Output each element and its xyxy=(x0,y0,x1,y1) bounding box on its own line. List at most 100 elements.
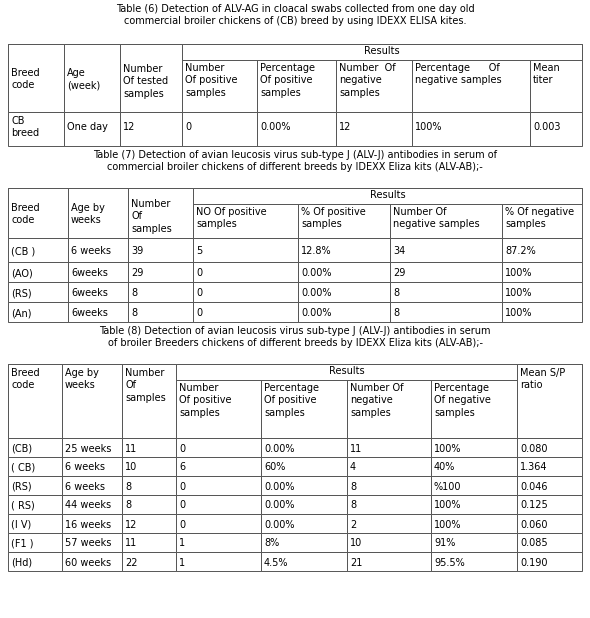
Bar xyxy=(122,457,176,476)
Text: Age
(week): Age (week) xyxy=(67,68,100,90)
Text: 8: 8 xyxy=(393,308,399,318)
Bar xyxy=(128,238,193,262)
Bar xyxy=(390,188,502,204)
Bar xyxy=(128,188,193,204)
Bar xyxy=(347,380,431,438)
Text: 0.00%: 0.00% xyxy=(260,122,290,132)
Bar xyxy=(261,533,347,552)
Bar xyxy=(412,44,530,60)
Bar xyxy=(502,302,582,322)
Bar xyxy=(120,44,182,60)
Bar xyxy=(517,364,582,438)
Bar xyxy=(8,514,62,533)
Text: Number Of
negative
samples: Number Of negative samples xyxy=(350,383,404,418)
Bar xyxy=(502,204,582,238)
Bar xyxy=(261,514,347,533)
Text: 100%: 100% xyxy=(505,308,533,318)
Bar xyxy=(347,457,431,476)
Text: 4: 4 xyxy=(350,462,356,473)
Text: 0.00%: 0.00% xyxy=(264,444,294,454)
Text: Breed
code: Breed code xyxy=(11,368,40,391)
Bar xyxy=(68,188,128,238)
Text: 0: 0 xyxy=(179,444,185,454)
Text: 8: 8 xyxy=(131,308,137,318)
Text: (RS): (RS) xyxy=(11,288,32,298)
Bar xyxy=(176,476,261,495)
Text: 0.046: 0.046 xyxy=(520,481,548,491)
Text: Mean
titer: Mean titer xyxy=(533,63,560,85)
Bar xyxy=(502,262,582,282)
Bar xyxy=(257,44,336,60)
Bar xyxy=(8,44,64,112)
Bar xyxy=(193,238,298,262)
Text: 100%: 100% xyxy=(434,520,461,530)
Bar xyxy=(8,438,62,457)
Text: 0: 0 xyxy=(179,520,185,530)
Bar xyxy=(431,476,517,495)
Bar xyxy=(182,60,257,112)
Text: (CB ): (CB ) xyxy=(11,246,35,256)
Bar xyxy=(298,302,390,322)
Bar xyxy=(390,282,502,302)
Bar xyxy=(8,552,62,571)
Text: 39: 39 xyxy=(131,246,143,256)
Text: (AO): (AO) xyxy=(11,268,33,278)
Text: 6weeks: 6weeks xyxy=(71,308,108,318)
Bar xyxy=(517,495,582,514)
Text: (RS): (RS) xyxy=(11,481,32,491)
Bar xyxy=(68,188,128,204)
Text: 0.003: 0.003 xyxy=(533,122,560,132)
Text: 0.00%: 0.00% xyxy=(264,481,294,491)
Bar xyxy=(176,438,261,457)
Bar xyxy=(412,112,530,146)
Bar xyxy=(517,457,582,476)
Bar xyxy=(8,533,62,552)
Text: 22: 22 xyxy=(125,557,137,567)
Bar xyxy=(502,238,582,262)
Text: 87.2%: 87.2% xyxy=(505,246,536,256)
Bar xyxy=(347,476,431,495)
Text: 0.125: 0.125 xyxy=(520,501,548,510)
Text: One day: One day xyxy=(67,122,108,132)
Bar xyxy=(298,204,390,238)
Bar xyxy=(431,380,517,438)
Text: 0.00%: 0.00% xyxy=(264,501,294,510)
Text: 4.5%: 4.5% xyxy=(264,557,289,567)
Bar xyxy=(298,262,390,282)
Bar xyxy=(517,476,582,495)
Text: 6: 6 xyxy=(179,462,185,473)
Bar xyxy=(176,514,261,533)
Bar xyxy=(128,282,193,302)
Text: Results: Results xyxy=(370,190,405,200)
Bar xyxy=(8,238,68,262)
Bar xyxy=(176,364,517,380)
Bar xyxy=(336,60,412,112)
Text: 0: 0 xyxy=(196,288,202,298)
Bar xyxy=(193,188,298,204)
Bar xyxy=(176,495,261,514)
Text: Mean S/P
ratio: Mean S/P ratio xyxy=(520,368,565,391)
Bar xyxy=(62,457,122,476)
Text: 60 weeks: 60 weeks xyxy=(65,557,111,567)
Bar xyxy=(347,495,431,514)
Text: 12: 12 xyxy=(339,122,352,132)
Bar xyxy=(68,204,128,238)
Bar xyxy=(347,364,431,380)
Text: 0.060: 0.060 xyxy=(520,520,548,530)
Bar xyxy=(62,364,122,380)
Bar xyxy=(298,188,390,204)
Bar xyxy=(120,112,182,146)
Text: 0.085: 0.085 xyxy=(520,538,548,549)
Bar xyxy=(176,552,261,571)
Bar xyxy=(193,188,582,204)
Text: CB
breed: CB breed xyxy=(11,116,39,138)
Bar xyxy=(68,262,128,282)
Text: 60%: 60% xyxy=(264,462,286,473)
Bar xyxy=(8,282,68,302)
Bar xyxy=(8,44,64,60)
Bar xyxy=(502,188,582,204)
Text: Number
Of tested
samples: Number Of tested samples xyxy=(123,64,168,99)
Text: Number
Of positive
samples: Number Of positive samples xyxy=(185,63,238,98)
Bar xyxy=(8,457,62,476)
Bar xyxy=(412,60,530,112)
